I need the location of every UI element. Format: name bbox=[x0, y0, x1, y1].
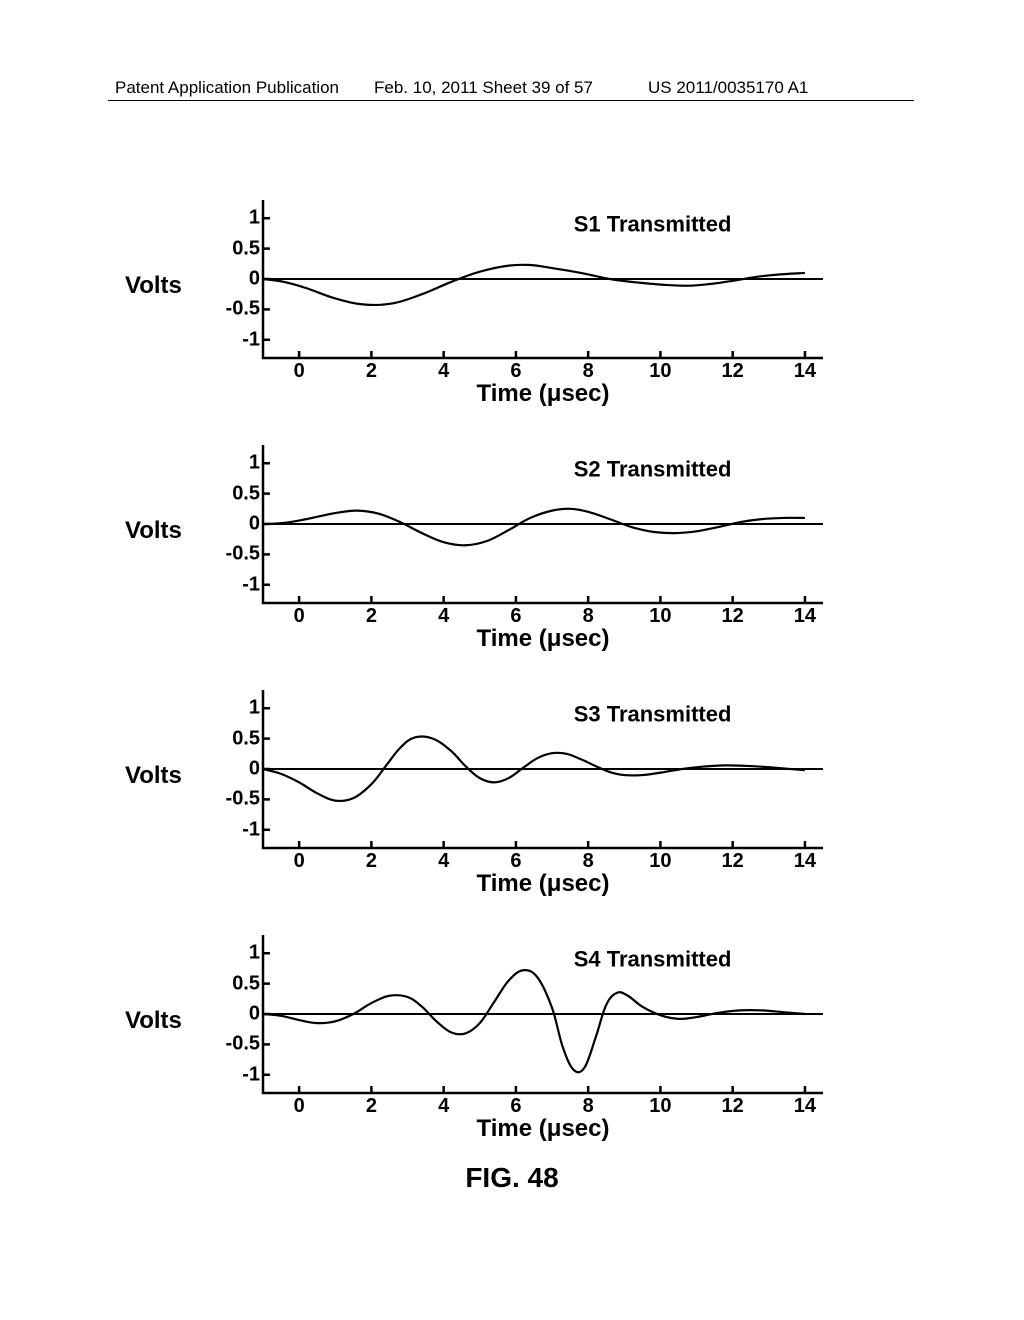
y-tick-labels: -1 -0.5 0 0.5 1 bbox=[215, 445, 260, 603]
charts-container: Volts-1-0.500.51S1 Transmitted0246810121… bbox=[125, 200, 865, 1180]
y-tick: 1 bbox=[215, 452, 260, 475]
y-tick: -0.5 bbox=[215, 298, 260, 321]
y-axis-label: Volts bbox=[125, 762, 182, 790]
x-axis-label: Time (μsec) bbox=[263, 625, 823, 653]
header-rule bbox=[108, 100, 914, 101]
y-axis-label: Volts bbox=[125, 272, 182, 300]
chart-title: S4 Transmitted bbox=[574, 947, 732, 972]
chart-s4: Volts-1-0.500.51S4 Transmitted0246810121… bbox=[125, 935, 865, 1150]
y-tick: -1 bbox=[215, 1063, 260, 1086]
y-axis-label: Volts bbox=[125, 1007, 182, 1035]
chart-title: S3 Transmitted bbox=[574, 702, 732, 727]
chart-title: S2 Transmitted bbox=[574, 457, 732, 482]
y-tick-labels: -1 -0.5 0 0.5 1 bbox=[215, 200, 260, 358]
waveform-s1 bbox=[263, 265, 805, 305]
header-patent-number: US 2011/0035170 A1 bbox=[648, 78, 808, 98]
y-axis-label: Volts bbox=[125, 517, 182, 545]
y-tick: 1 bbox=[215, 207, 260, 230]
y-tick: 0 bbox=[215, 1003, 260, 1026]
y-tick: -1 bbox=[215, 573, 260, 596]
header-date-sheet: Feb. 10, 2011 Sheet 39 of 57 bbox=[374, 78, 593, 98]
figure-label: FIG. 48 bbox=[0, 1162, 1024, 1194]
chart-s2: Volts-1-0.500.51S2 Transmitted0246810121… bbox=[125, 445, 865, 660]
plot-area: S4 Transmitted bbox=[263, 935, 823, 1113]
y-tick: -0.5 bbox=[215, 1033, 260, 1056]
y-tick-labels: -1 -0.5 0 0.5 1 bbox=[215, 690, 260, 848]
y-tick: 0 bbox=[215, 758, 260, 781]
y-tick: -1 bbox=[215, 818, 260, 841]
x-axis-label: Time (μsec) bbox=[263, 1115, 823, 1143]
plot-area: S1 Transmitted bbox=[263, 200, 823, 378]
y-tick: 0.5 bbox=[215, 482, 260, 505]
y-tick: -0.5 bbox=[215, 788, 260, 811]
y-tick: 0 bbox=[215, 268, 260, 291]
x-axis-label: Time (μsec) bbox=[263, 870, 823, 898]
chart-title: S1 Transmitted bbox=[574, 212, 732, 237]
y-tick: 0.5 bbox=[215, 972, 260, 995]
chart-s1: Volts-1-0.500.51S1 Transmitted0246810121… bbox=[125, 200, 865, 415]
y-tick: 1 bbox=[215, 697, 260, 720]
y-tick: -1 bbox=[215, 328, 260, 351]
y-tick: 1 bbox=[215, 942, 260, 965]
header-publication: Patent Application Publication bbox=[115, 78, 339, 98]
waveform-s2 bbox=[263, 509, 805, 546]
waveform-s4 bbox=[263, 970, 805, 1072]
y-tick: 0 bbox=[215, 513, 260, 536]
plot-area: S3 Transmitted bbox=[263, 690, 823, 868]
y-tick: 0.5 bbox=[215, 727, 260, 750]
y-tick: -0.5 bbox=[215, 543, 260, 566]
plot-area: S2 Transmitted bbox=[263, 445, 823, 623]
x-axis-label: Time (μsec) bbox=[263, 380, 823, 408]
y-tick: 0.5 bbox=[215, 237, 260, 260]
chart-s3: Volts-1-0.500.51S3 Transmitted0246810121… bbox=[125, 690, 865, 905]
y-tick-labels: -1 -0.5 0 0.5 1 bbox=[215, 935, 260, 1093]
